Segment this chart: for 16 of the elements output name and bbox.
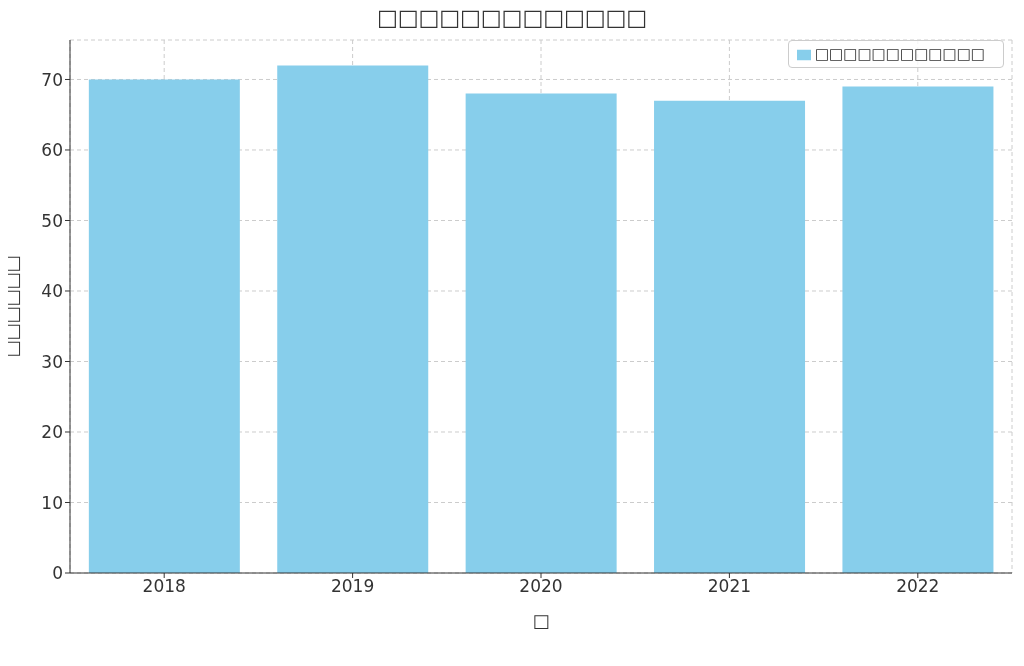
y-tick-label: 70 <box>41 69 63 90</box>
x-axis-title: □ <box>532 610 550 631</box>
legend-label: □□□□□□□□□□□□ <box>814 45 985 63</box>
y-tick-label: 60 <box>41 140 63 161</box>
chart-title: □□□□□□□□□□□□□ <box>375 5 649 30</box>
x-tick-label: 2021 <box>707 576 752 597</box>
x-tick-label: 2022 <box>896 576 940 597</box>
x-tick-label: 2019 <box>330 576 375 597</box>
x-tick-label: 2020 <box>519 576 563 597</box>
x-tick-label: 2018 <box>142 576 186 597</box>
y-tick-label: 30 <box>41 351 63 372</box>
y-tick-label: 40 <box>41 281 63 302</box>
y-tick-label: 10 <box>41 492 63 513</box>
y-tick-label: 0 <box>52 563 63 584</box>
y-tick-label: 50 <box>41 210 63 231</box>
y-tick-label: 20 <box>41 422 63 443</box>
